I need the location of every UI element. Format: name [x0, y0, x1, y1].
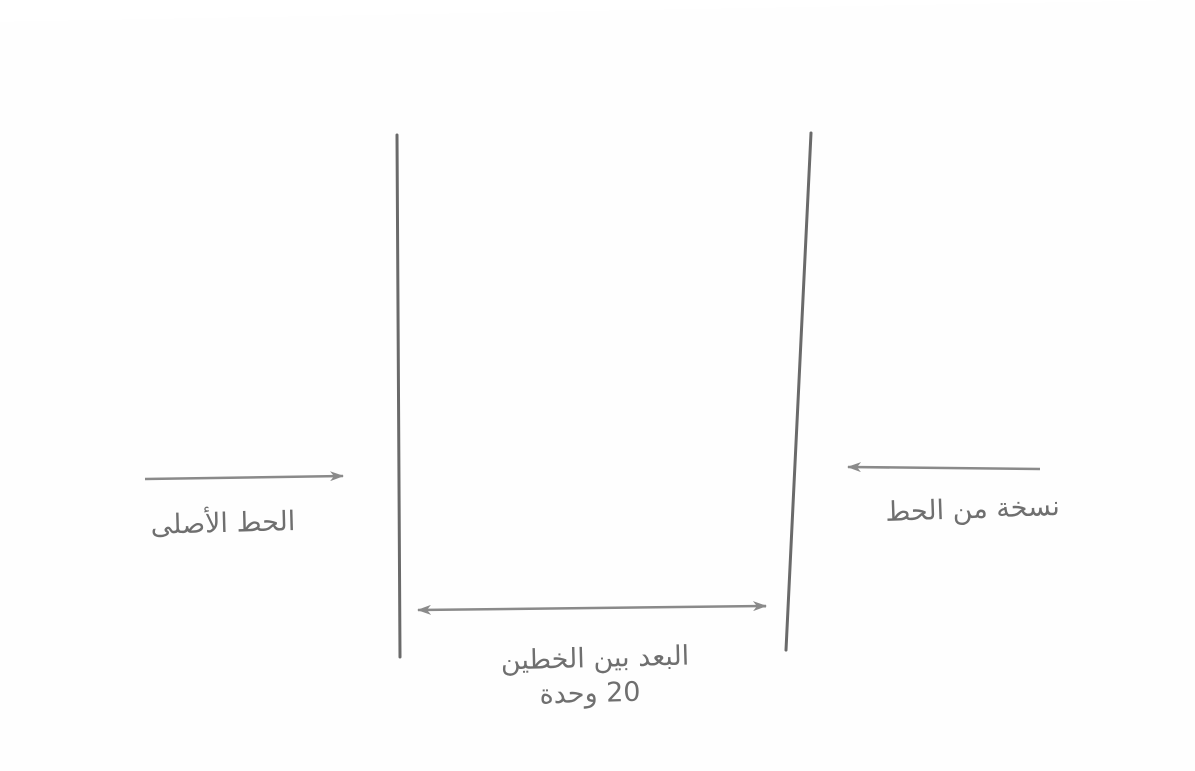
original-line-arrow	[144, 471, 344, 482]
copy-line-arrow	[847, 462, 1041, 473]
copy-line	[784, 131, 813, 652]
original-line	[395, 133, 402, 659]
distance-arrow	[417, 601, 767, 615]
